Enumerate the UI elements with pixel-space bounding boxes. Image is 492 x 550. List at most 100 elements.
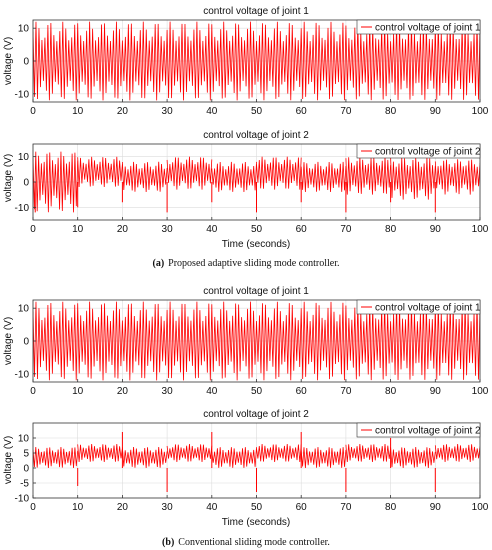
y-axis-label: voltage (V) [3,436,14,484]
legend-label: control voltage of joint 1 [375,23,481,34]
legend-box [356,19,481,35]
legend: control voltage of joint 2 [356,143,481,159]
y-tick-label: 5 [23,449,29,460]
x-tick-label: 20 [117,224,129,235]
series-segment [33,446,79,469]
x-tick-label: 70 [340,224,352,235]
x-tick-label: 100 [472,224,489,235]
y-axis-label: voltage (V) [3,37,14,85]
series-segment [434,159,480,195]
x-tick-label: 90 [430,502,442,513]
x-tick-label: 10 [72,386,84,397]
x-tick-label: 90 [430,106,442,117]
legend-label: control voltage of joint 2 [375,426,481,437]
y-tick-label: -10 [15,369,30,380]
x-tick-label: 40 [206,224,218,235]
series-segment [77,443,123,463]
y-tick-label: -10 [15,203,30,214]
x-tick-label: 30 [162,502,174,513]
caption-b-label: (b) [162,537,174,548]
series-segment [33,21,480,101]
x-tick-label: 100 [472,502,489,513]
series-segment [300,447,347,468]
x-tick-label: 100 [472,106,489,117]
x-tick-label: 50 [251,502,263,513]
series-segment [390,156,436,200]
x-tick-label: 10 [72,502,84,513]
series-segment [166,443,213,463]
chart-title: control voltage of joint 2 [203,409,309,420]
y-tick-label: 0 [23,57,29,68]
chart-b-joint1: control voltage of joint 1 voltage (V) 0… [3,286,489,397]
x-tick-label: 60 [296,224,308,235]
x-tick-label: 50 [251,386,263,397]
x-tick-label: 70 [340,106,352,117]
legend-box [356,299,481,315]
x-tick-label: 80 [385,106,397,117]
series-control-voltage-of-joint-1 [33,21,480,101]
y-tick-label: 0 [23,178,29,189]
series-segment [211,161,257,192]
x-tick-label: 20 [117,106,129,117]
y-tick-label: -10 [15,89,30,100]
series-segment [122,447,168,468]
x-tick-label: 10 [72,106,84,117]
series-segment [122,161,168,193]
x-axis-label: Time (seconds) [222,239,291,250]
series-segment [33,301,480,381]
x-tick-label: 60 [296,386,308,397]
legend-box [356,422,481,438]
y-tick-label: 0 [23,337,29,348]
y-tick-label: 10 [18,24,30,35]
y-tick-label: 10 [18,304,30,315]
y-tick-label: 10 [18,152,30,163]
x-tick-label: 80 [385,502,397,513]
chart-title: control voltage of joint 1 [203,286,309,297]
series-segment [77,156,123,188]
x-tick-label: 20 [117,502,129,513]
x-tick-label: 70 [340,386,352,397]
series-segment [434,444,480,462]
chart-a-joint1: control voltage of joint 1 voltage (V) 0… [3,6,489,117]
legend-box [356,143,481,159]
caption-a-text: Proposed adaptive sliding mode controlle… [168,258,339,269]
series-segment [166,156,213,190]
legend: control voltage of joint 1 [356,299,481,315]
x-tick-label: 0 [30,386,36,397]
series-segment [390,447,436,468]
y-tick-label: -10 [15,494,30,505]
series-segment [345,156,391,195]
y-tick-label: 10 [18,434,30,445]
series-segment [300,161,347,193]
x-tick-label: 40 [206,502,218,513]
caption-b: (b) Conventional sliding mode controller. [162,537,330,548]
x-tick-label: 40 [206,106,218,117]
x-tick-label: 90 [430,386,442,397]
chart-b-joint2: control voltage of joint 2 voltage (V) T… [3,409,489,528]
series-control-voltage-of-joint-1 [33,301,480,381]
x-tick-label: 60 [296,106,308,117]
x-tick-label: 30 [162,386,174,397]
series-control-voltage-of-joint-2 [33,432,480,492]
x-tick-label: 50 [251,106,263,117]
caption-a: (a) Proposed adaptive sliding mode contro… [152,258,339,269]
y-tick-label: -5 [20,479,29,490]
caption-a-label: (a) [152,258,164,269]
x-axis-label: Time (seconds) [222,517,291,528]
x-tick-label: 30 [162,106,174,117]
series-segment [256,443,302,463]
x-tick-label: 80 [385,386,397,397]
chart-title: control voltage of joint 2 [203,130,309,141]
series-control-voltage-of-joint-2 [33,151,480,213]
x-tick-label: 0 [30,502,36,513]
y-tick-label: 0 [23,464,29,475]
y-axis-label: voltage (V) [3,317,14,365]
x-tick-label: 20 [117,386,129,397]
series-segment [33,151,79,213]
series-segment [256,156,302,190]
x-tick-label: 50 [251,224,263,235]
x-tick-label: 0 [30,224,36,235]
chart-a-joint2: control voltage of joint 2 voltage (V) T… [3,130,489,250]
